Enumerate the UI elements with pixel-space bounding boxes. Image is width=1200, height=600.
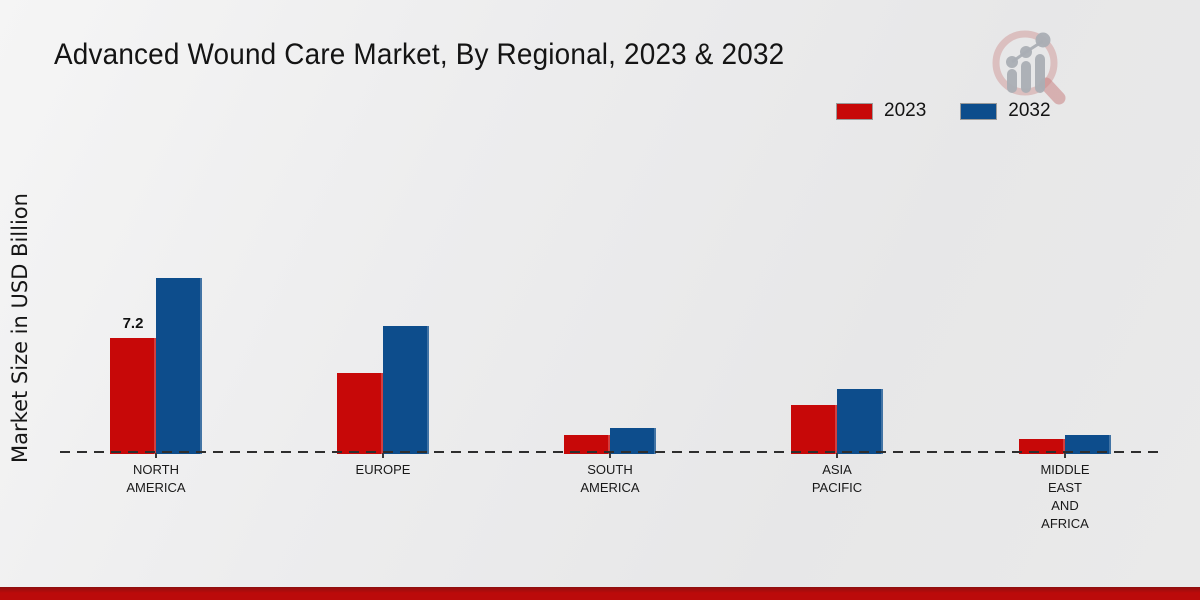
- bar-2032-south-america: [610, 428, 656, 454]
- x-axis-tick: [1064, 453, 1066, 458]
- bottom-red-band: [0, 587, 1200, 600]
- bar-2032-middle-east-and-africa: [1065, 435, 1111, 454]
- x-axis-tick: [155, 453, 157, 458]
- category-label-north-america: NORTH AMERICA: [126, 462, 186, 495]
- chart-title: Advanced Wound Care Market, By Regional,…: [54, 38, 785, 71]
- legend-item-2032: 2032: [960, 100, 1051, 122]
- bar-2023-asia-pacific: [791, 405, 837, 454]
- x-axis-tick: [609, 453, 611, 458]
- category-label-middle-east-and-africa: MIDDLE EAST AND AFRICA: [1040, 462, 1090, 531]
- x-axis-tick: [836, 453, 838, 458]
- bar-2023-north-america: [110, 338, 156, 454]
- legend-swatch-2023: [836, 102, 873, 120]
- category-label-europe: EUROPE: [355, 462, 411, 477]
- bar-2023-europe: [337, 373, 383, 454]
- legend-item-2023: 2023: [836, 100, 926, 122]
- x-axis-tick: [382, 453, 384, 458]
- legend: 2023 2032: [836, 100, 1051, 122]
- x-axis-baseline: [60, 451, 1162, 453]
- legend-swatch-2032: [960, 102, 998, 120]
- bar-2023-middle-east-and-africa: [1019, 439, 1065, 454]
- legend-label-2032: 2032: [1008, 100, 1051, 121]
- bar-2032-north-america: [156, 278, 202, 454]
- bar-2032-asia-pacific: [837, 389, 883, 454]
- magnifier-bar-chart-icon: [992, 30, 1066, 105]
- brand-logo: [986, 26, 1070, 110]
- data-label-2023-north-america: 7.2: [122, 315, 144, 332]
- bar-2032-europe: [383, 326, 429, 454]
- legend-label-2023: 2023: [884, 100, 927, 121]
- bar-2023-south-america: [564, 435, 610, 454]
- category-label-south-america: SOUTH AMERICA: [580, 462, 640, 495]
- category-label-asia-pacific: ASIA PACIFIC: [811, 462, 863, 495]
